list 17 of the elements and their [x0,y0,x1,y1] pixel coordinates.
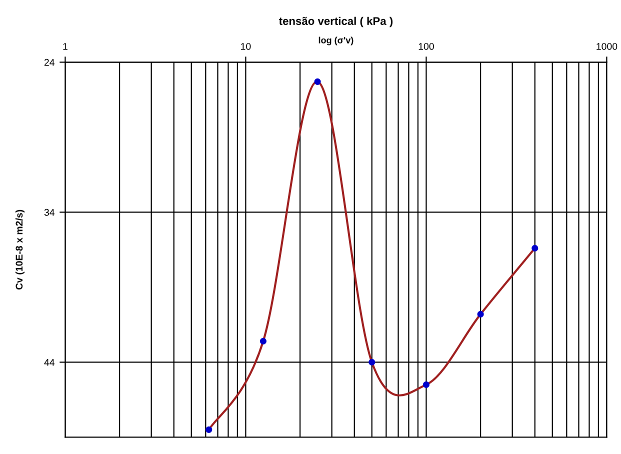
x-tick-label: 1 [63,43,68,50]
point [532,244,538,252]
chart-subtitle: log (σ'v) [318,36,354,46]
point [314,78,321,85]
y-tick-label: 34 [44,208,55,216]
x-tick-label: 10 [241,42,251,50]
point [260,338,266,344]
chart-title: tensão vertical ( kPa ) [278,16,393,28]
x-tick-label: 100 [418,42,434,50]
point [422,381,430,388]
y-axis-title: Cv (10E-8 x m2/s) [15,210,25,290]
point [206,426,212,433]
point [368,358,376,366]
y-tick-label: 44 [44,359,55,366]
point [477,310,484,318]
x-tick-label: 1000 [596,42,618,50]
y-tick-label: 24 [44,58,55,66]
